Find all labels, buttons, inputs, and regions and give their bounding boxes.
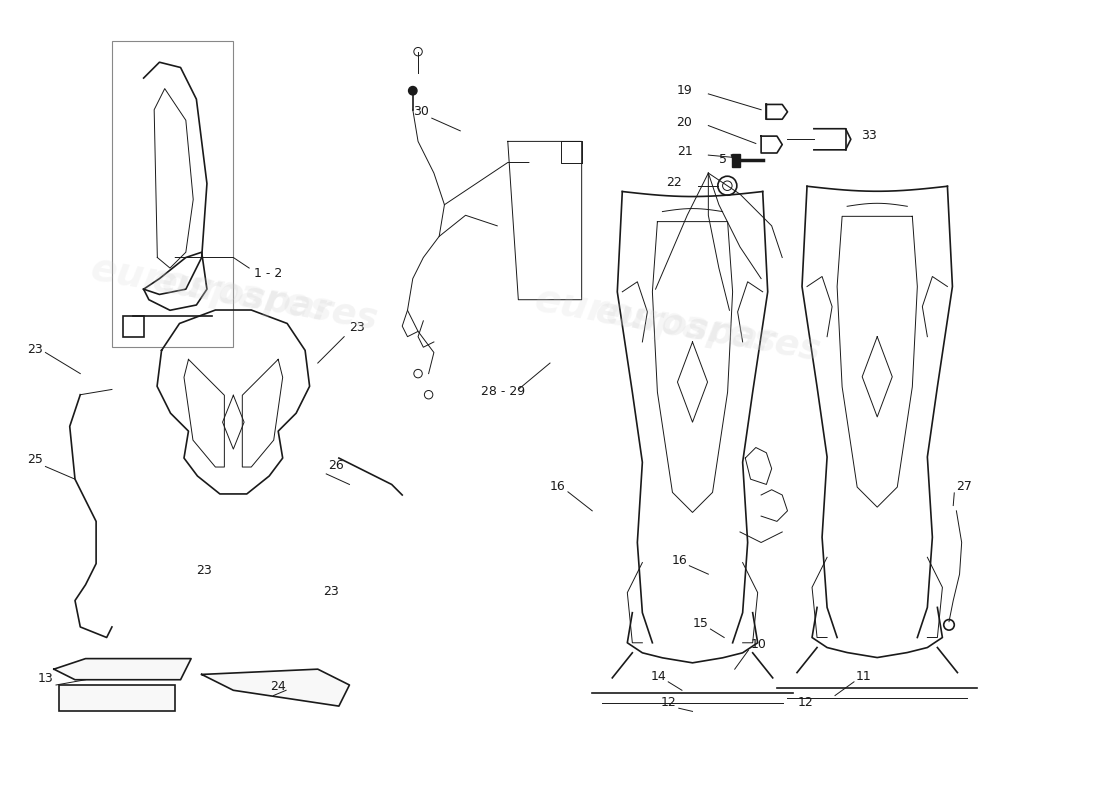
Text: eurospares: eurospares <box>593 294 824 368</box>
Text: eurospares: eurospares <box>531 281 780 361</box>
Text: 26: 26 <box>328 458 344 472</box>
Polygon shape <box>201 669 350 706</box>
Text: 20: 20 <box>676 115 693 129</box>
Text: 25: 25 <box>28 454 43 466</box>
Text: 5: 5 <box>719 153 727 166</box>
Text: 15: 15 <box>693 617 708 630</box>
Text: 23: 23 <box>323 586 339 598</box>
Text: 22: 22 <box>667 176 682 189</box>
Text: 1 - 2: 1 - 2 <box>254 267 283 280</box>
Text: 10: 10 <box>750 638 767 651</box>
Text: 16: 16 <box>550 480 565 493</box>
Text: 24: 24 <box>271 680 286 694</box>
Circle shape <box>408 86 417 95</box>
Text: 23: 23 <box>350 322 365 334</box>
Bar <box>122 315 144 337</box>
Text: 27: 27 <box>956 480 972 493</box>
Text: eurospares: eurospares <box>150 263 381 336</box>
Text: 23: 23 <box>28 342 43 355</box>
Bar <box>112 41 233 347</box>
Text: 19: 19 <box>676 84 693 97</box>
Text: 23: 23 <box>197 564 212 577</box>
Polygon shape <box>54 658 191 680</box>
Text: 16: 16 <box>671 554 688 566</box>
Bar <box>59 685 175 711</box>
Text: 13: 13 <box>39 672 54 685</box>
Text: 30: 30 <box>412 105 429 118</box>
Text: 11: 11 <box>856 670 872 682</box>
Text: 28 - 29: 28 - 29 <box>482 385 526 398</box>
Bar <box>732 154 740 166</box>
Text: 33: 33 <box>861 130 877 142</box>
Text: 21: 21 <box>676 145 693 158</box>
Text: 14: 14 <box>650 670 667 682</box>
Text: 12: 12 <box>799 696 814 709</box>
Text: 12: 12 <box>661 696 676 709</box>
Text: eurospares: eurospares <box>88 249 337 330</box>
